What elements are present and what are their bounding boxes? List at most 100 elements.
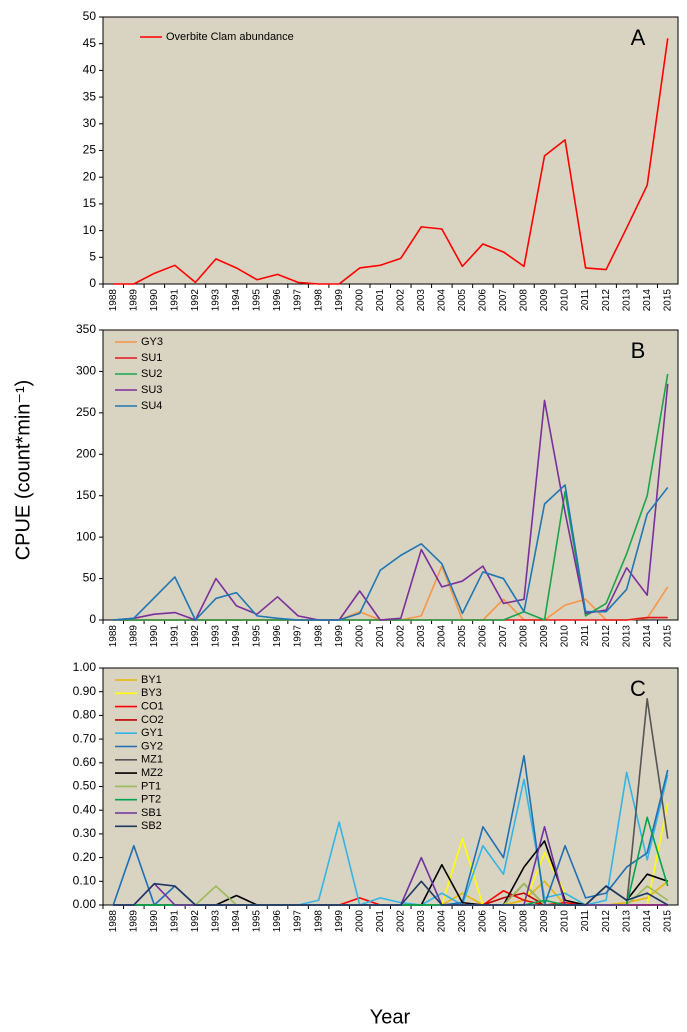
x-tick-label: 1994 (231, 910, 242, 933)
x-tick-label: 1998 (313, 625, 324, 648)
x-tick-label: 1992 (190, 625, 201, 648)
y-tick-label: 0.70 (73, 731, 97, 745)
x-tick-label: 1993 (211, 910, 222, 933)
legend-label: CO2 (141, 714, 164, 726)
x-tick-label: 1992 (190, 289, 201, 312)
plot-area (102, 16, 679, 285)
plot-area (102, 329, 679, 621)
x-tick-label: 2001 (375, 289, 386, 312)
x-tick-label: 2013 (621, 289, 632, 312)
legend-label: BY1 (141, 674, 162, 686)
x-tick-label: 2008 (519, 625, 530, 648)
legend-label: PT2 (141, 794, 161, 806)
data-line (113, 373, 669, 621)
y-tick-label: 200 (76, 446, 96, 460)
x-tick-label: 2010 (560, 289, 571, 312)
y-tick-label: 40 (83, 63, 97, 77)
y-tick-label: 45 (83, 36, 97, 50)
legend-label: BY3 (141, 687, 162, 699)
y-tick-label: 0.80 (73, 708, 97, 722)
x-tick-label: 2009 (539, 625, 550, 648)
panel-label: A (631, 25, 646, 50)
panel-label: C (630, 676, 646, 701)
x-tick-label: 2000 (354, 625, 365, 648)
x-tick-label: 2004 (436, 289, 447, 312)
x-tick-label: 2015 (662, 910, 673, 933)
plot-area (102, 667, 679, 906)
x-tick-label: 1997 (293, 289, 304, 312)
y-tick-label: 5 (89, 249, 96, 263)
x-tick-label: 2002 (395, 910, 406, 933)
x-tick-label: 2014 (642, 625, 653, 648)
x-tick-label: 2012 (601, 289, 612, 312)
y-tick-label: 30 (83, 116, 97, 130)
y-tick-label: 50 (83, 9, 97, 23)
y-tick-label: 300 (76, 364, 96, 378)
y-tick-label: 0.30 (73, 826, 97, 840)
x-tick-label: 2006 (478, 289, 489, 312)
x-tick-label: 1996 (272, 289, 283, 312)
y-tick-label: 250 (76, 405, 96, 419)
x-tick-label: 2003 (416, 289, 427, 312)
x-tick-label: 2005 (457, 625, 468, 648)
y-tick-label: 35 (83, 89, 97, 103)
legend-label: SB1 (141, 807, 162, 819)
y-tick-label: 350 (76, 322, 96, 336)
x-tick-label: 2013 (621, 625, 632, 648)
legend-label: SU1 (141, 352, 162, 364)
x-tick-label: 2015 (662, 289, 673, 312)
legend-label: SB2 (141, 820, 162, 832)
x-tick-label: 1991 (170, 910, 181, 933)
legend-label: GY1 (141, 727, 163, 739)
x-tick-label: 1995 (252, 910, 263, 933)
x-tick-label: 1989 (128, 625, 139, 648)
x-tick-label: 1989 (128, 910, 139, 933)
x-tick-label: 1997 (293, 625, 304, 648)
x-tick-label: 2007 (498, 625, 509, 648)
x-tick-label: 2006 (478, 910, 489, 933)
y-tick-label: 0.00 (73, 897, 97, 911)
x-tick-label: 2012 (601, 910, 612, 933)
y-tick-label: 20 (83, 169, 97, 183)
y-tick-label: 0 (89, 276, 96, 290)
x-tick-label: 1994 (231, 625, 242, 648)
legend-label: PT1 (141, 780, 161, 792)
x-tick-label: 2006 (478, 625, 489, 648)
x-tick-label: 2001 (375, 910, 386, 933)
x-tick-label: 2012 (601, 625, 612, 648)
x-tick-label: 1996 (272, 625, 283, 648)
x-tick-label: 1990 (149, 910, 160, 933)
x-tick-label: 1995 (252, 289, 263, 312)
x-tick-label: 2011 (580, 625, 591, 647)
legend-label: SU4 (141, 400, 162, 412)
x-tick-label: 2003 (416, 625, 427, 648)
y-tick-label: 150 (76, 488, 96, 502)
x-tick-label: 1993 (211, 289, 222, 312)
x-tick-label: 2005 (457, 910, 468, 933)
x-tick-label: 2014 (642, 289, 653, 312)
x-tick-label: 1990 (149, 289, 160, 312)
x-tick-label: 1989 (128, 289, 139, 312)
x-tick-label: 1994 (231, 289, 242, 312)
legend-label: SU3 (141, 384, 162, 396)
x-tick-label: 2013 (621, 910, 632, 933)
data-line (113, 880, 669, 906)
x-tick-label: 1999 (334, 289, 345, 312)
y-tick-label: 0.50 (73, 779, 97, 793)
data-line (113, 38, 669, 285)
x-tick-label: 2009 (539, 910, 550, 933)
x-tick-label: 2005 (457, 289, 468, 312)
x-tick-label: 1997 (293, 910, 304, 933)
x-tick-label: 1991 (170, 289, 181, 312)
x-tick-label: 1988 (108, 625, 119, 648)
x-axis-label: Year (370, 1006, 411, 1028)
x-tick-label: 2008 (519, 289, 530, 312)
y-tick-label: 10 (83, 223, 97, 237)
x-tick-label: 2015 (662, 625, 673, 648)
x-tick-label: 2001 (375, 625, 386, 648)
x-tick-label: 2004 (436, 625, 447, 648)
data-line (113, 383, 669, 621)
legend-label: CO1 (141, 701, 164, 713)
y-tick-label: 25 (83, 143, 97, 157)
